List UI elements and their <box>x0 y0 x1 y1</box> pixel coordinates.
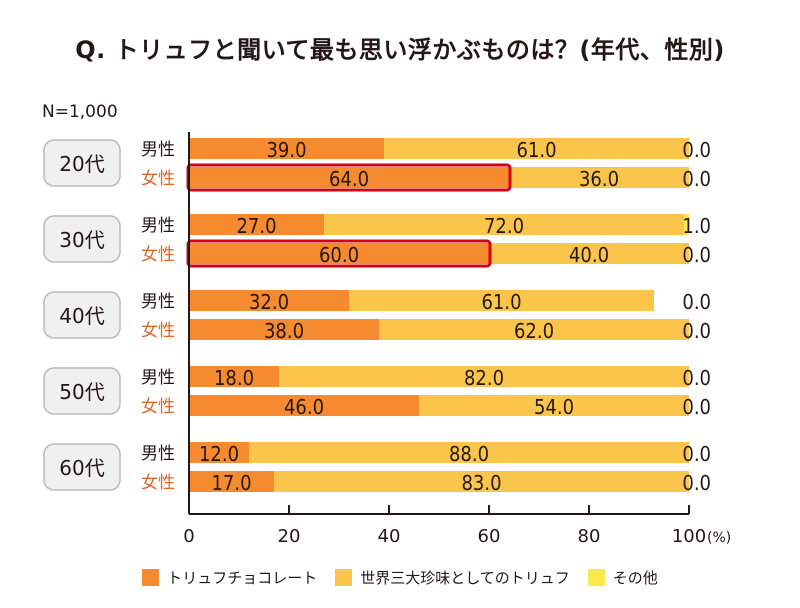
data-label-chocolate: 27.0 <box>236 214 276 238</box>
age-group-label: 40代 <box>59 304 104 328</box>
age-group-box <box>43 291 121 339</box>
bar-segment-chocolate <box>189 290 349 311</box>
data-label-chocolate: 18.0 <box>214 366 254 390</box>
age-group-label: 30代 <box>59 228 104 252</box>
legend-swatch-chocolate <box>142 569 160 586</box>
data-label-other: 0.0 <box>682 395 711 419</box>
legend-item-chocolate: トリュフチョコレート <box>142 567 317 588</box>
bar-segment-chocolate <box>189 214 324 235</box>
gender-label-male: 男性 <box>141 368 175 388</box>
bar-segment-delicacy <box>509 167 689 188</box>
data-label-chocolate: 39.0 <box>266 138 306 162</box>
data-label-chocolate: 38.0 <box>264 319 304 343</box>
legend-item-other: その他 <box>587 567 658 588</box>
bar-segment-delicacy <box>384 138 689 159</box>
bar-segment-delicacy <box>489 243 689 264</box>
bar-segment-delicacy <box>249 442 689 463</box>
bar-segment-chocolate <box>189 442 249 463</box>
data-label-delicacy: 82.0 <box>464 366 504 390</box>
data-label-other: 0.0 <box>682 366 711 390</box>
bar-segment-chocolate <box>189 319 379 340</box>
x-tick-label: 0 <box>183 526 194 547</box>
gender-label-male: 男性 <box>141 292 175 312</box>
age-group-box <box>43 139 121 187</box>
gender-label-male: 男性 <box>141 140 175 160</box>
gender-label-female: 女性 <box>141 321 175 341</box>
bar-segment-delicacy <box>279 366 689 387</box>
data-label-chocolate: 64.0 <box>329 167 369 191</box>
age-group-label: 20代 <box>59 152 104 176</box>
bar-segment-chocolate <box>189 167 509 188</box>
chart-title: Q. トリュフと聞いて最も思い浮かぶものは？(年代、性別) <box>75 36 725 64</box>
data-label-delicacy: 83.0 <box>461 471 501 495</box>
bar-segment-chocolate <box>189 395 419 416</box>
age-group-label: 60代 <box>59 456 104 480</box>
data-label-delicacy: 88.0 <box>449 442 489 466</box>
data-label-chocolate: 60.0 <box>319 243 359 267</box>
bar-segment-delicacy <box>349 290 654 311</box>
legend-swatch-delicacy <box>335 569 353 586</box>
legend-label-delicacy: 世界三大珍味としてのトリュフ <box>360 569 570 587</box>
age-group-box <box>43 215 121 263</box>
bar-segment-delicacy <box>379 319 689 340</box>
bar-segment-other <box>684 214 689 235</box>
data-label-delicacy: 54.0 <box>534 395 574 419</box>
data-label-other: 0.0 <box>682 290 711 314</box>
gender-label-female: 女性 <box>141 245 175 265</box>
data-label-other: 0.0 <box>682 471 711 495</box>
x-tick-label: 20 <box>278 526 301 547</box>
data-label-other: 1.0 <box>682 214 711 238</box>
data-label-other: 0.0 <box>682 138 711 162</box>
age-group-box <box>43 443 121 491</box>
data-label-other: 0.0 <box>682 167 711 191</box>
gender-label-female: 女性 <box>141 397 175 417</box>
age-group-box <box>43 367 121 415</box>
gender-label-female: 女性 <box>141 473 175 493</box>
data-label-delicacy: 72.0 <box>484 214 524 238</box>
x-tick-label: 80 <box>578 526 601 547</box>
data-label-chocolate: 17.0 <box>211 471 251 495</box>
x-axis-unit: (%) <box>707 530 731 546</box>
bar-segment-delicacy <box>324 214 684 235</box>
data-label-delicacy: 40.0 <box>569 243 609 267</box>
legend: トリュフチョコレート 世界三大珍味としてのトリュフ その他 <box>0 567 800 588</box>
gender-label-male: 男性 <box>141 216 175 236</box>
data-label-other: 0.0 <box>682 319 711 343</box>
data-label-other: 0.0 <box>682 442 711 466</box>
gender-label-female: 女性 <box>141 169 175 189</box>
data-label-delicacy: 61.0 <box>481 290 521 314</box>
gender-label-male: 男性 <box>141 444 175 464</box>
age-group-label: 50代 <box>59 380 104 404</box>
legend-label-other: その他 <box>612 569 658 587</box>
x-tick-label: 60 <box>478 526 501 547</box>
x-tick-label: 40 <box>378 526 401 547</box>
bar-segment-delicacy <box>419 395 689 416</box>
bar-segment-delicacy <box>274 471 689 492</box>
legend-label-chocolate: トリュフチョコレート <box>167 569 318 587</box>
data-label-delicacy: 61.0 <box>516 138 556 162</box>
bar-segment-chocolate <box>189 138 384 159</box>
data-label-delicacy: 36.0 <box>579 167 619 191</box>
data-label-chocolate: 32.0 <box>249 290 289 314</box>
data-label-other: 0.0 <box>682 243 711 267</box>
bar-segment-chocolate <box>189 471 274 492</box>
data-label-chocolate: 46.0 <box>284 395 324 419</box>
bar-segment-chocolate <box>189 243 489 264</box>
data-label-chocolate: 12.0 <box>199 442 239 466</box>
legend-item-delicacy: 世界三大珍味としてのトリュフ <box>335 567 570 588</box>
data-label-delicacy: 62.0 <box>514 319 554 343</box>
sample-size-label: N=1,000 <box>42 102 118 122</box>
x-tick-label: 100 <box>672 526 706 547</box>
bar-segment-chocolate <box>189 366 279 387</box>
legend-swatch-other <box>587 569 605 586</box>
